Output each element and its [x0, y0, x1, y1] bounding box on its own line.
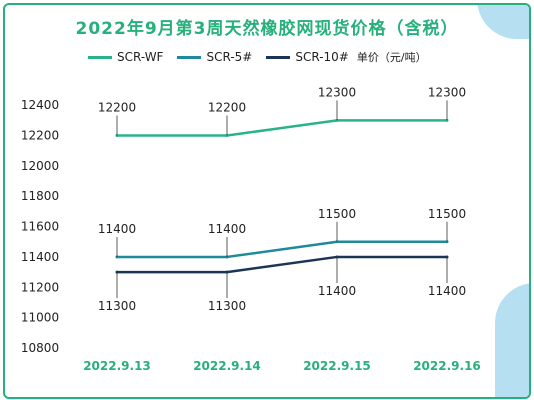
x-tick-label: 2022.9.14	[193, 359, 261, 373]
data-label: 11400	[428, 284, 466, 298]
y-tick-label: 12000	[21, 159, 59, 173]
y-tick-label: 11800	[21, 189, 59, 203]
y-tick-label: 12200	[21, 129, 59, 143]
legend-label-scr-10: SCR-10#	[295, 50, 349, 64]
y-tick-label: 11000	[21, 311, 59, 325]
y-tick-label: 12400	[21, 98, 59, 112]
data-label: 11500	[428, 207, 466, 221]
series-line-scr-5	[117, 240, 447, 259]
y-tick-label: 10800	[21, 341, 59, 355]
data-label: 11500	[318, 207, 356, 221]
x-tick-label: 2022.9.15	[303, 359, 371, 373]
unit-label: 单价（元/吨）	[356, 51, 427, 64]
legend-item-scr-wf: SCR-WF	[88, 50, 163, 64]
chart-legend: SCR-WF SCR-5# SCR-10# 单价（元/吨）	[88, 49, 427, 65]
data-label: 11400	[98, 222, 136, 236]
y-tick-label: 11600	[21, 220, 59, 234]
chart-frame	[3, 3, 531, 399]
data-label: 12300	[428, 85, 466, 99]
x-tick-label: 2022.9.16	[413, 359, 481, 373]
series-line-scr-wf	[117, 119, 447, 137]
legend-item-scr-5: SCR-5#	[177, 50, 252, 64]
data-label: 11400	[318, 284, 356, 298]
series-line-scr-10	[117, 255, 447, 274]
legend-swatch-scr-10	[266, 55, 291, 59]
legend-label-scr-5: SCR-5#	[206, 50, 253, 64]
data-label: 12200	[208, 101, 246, 115]
y-tick-label: 11400	[21, 250, 59, 264]
x-tick-label: 2022.9.13	[83, 359, 151, 373]
data-label: 11300	[98, 299, 136, 313]
legend-item-scr-10: SCR-10#	[266, 50, 349, 64]
data-label: 12200	[98, 101, 136, 115]
legend-swatch-scr-5	[177, 55, 202, 59]
data-label: 11300	[208, 299, 246, 313]
chart-title: 2022年9月第3周天然橡胶网现货价格（含税）	[75, 19, 459, 39]
data-label: 11400	[208, 222, 246, 236]
data-label: 12300	[318, 85, 356, 99]
decorative-corner-bottom-right	[495, 283, 529, 397]
y-tick-label: 11200	[21, 280, 59, 294]
legend-label-scr-wf: SCR-WF	[117, 50, 164, 64]
legend-swatch-scr-wf	[88, 55, 112, 59]
